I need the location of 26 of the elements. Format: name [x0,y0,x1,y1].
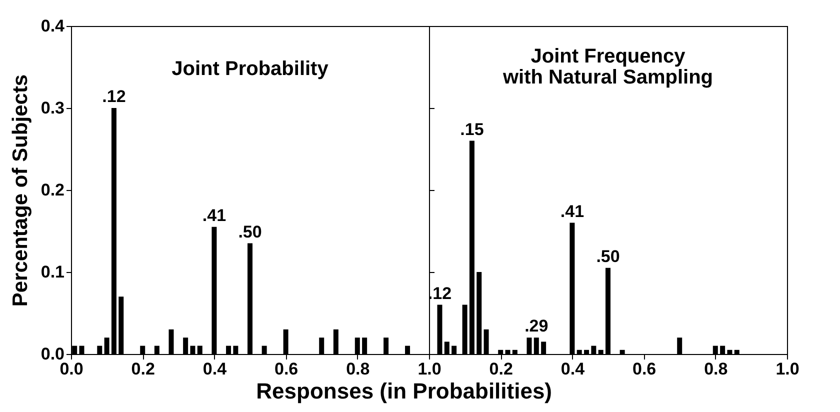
x-tick-label: 0.6 [632,360,656,378]
annotation: .12 [428,284,452,303]
text: Joint Probability [172,58,330,80]
annotation: .50 [596,246,620,266]
x-tick-label: 1.0 [418,360,442,378]
x-tick-label: 0.6 [274,360,298,378]
x-axis-title: Responses (in Probabilities) [256,378,552,404]
y-axis-title: Percentage of Subjects [8,74,32,307]
x-tick-label: 0.2 [489,360,513,378]
y-tick-label: 0.4 [40,16,66,36]
annotation: .41 [560,202,584,221]
annotation: .41 [202,206,226,225]
x-tick-label: 0.8 [704,360,728,378]
text: Joint Frequency with Natural Sampling [502,46,714,88]
x-tick-label: 0.4 [560,360,586,378]
annotation: .15 [460,120,484,139]
x-tick-label: 1.0 [776,360,800,378]
x-tick-label: 0.8 [346,360,370,378]
x-tick-label: 0.2 [131,360,155,378]
annotation: .50 [238,222,262,242]
x-tick-label: 0.4 [202,360,228,378]
annotation: .12 [102,87,126,106]
y-tick-label: 0.3 [40,98,64,118]
annotation: .29 [524,316,548,336]
y-tick-label: 0.1 [40,262,64,282]
y-tick-label: 0.2 [40,180,64,200]
